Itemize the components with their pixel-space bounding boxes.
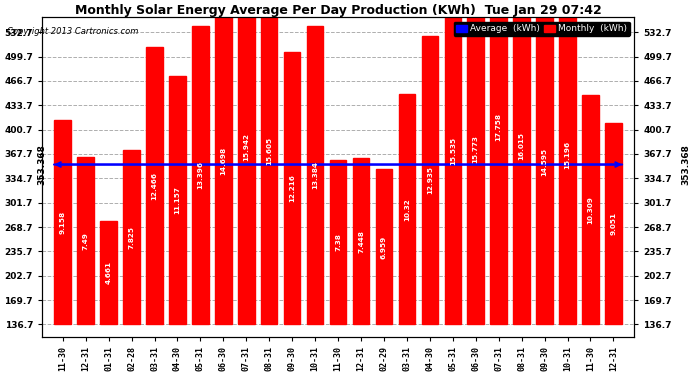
Text: 15.535: 15.535 [450, 137, 456, 165]
Bar [77, 158, 94, 324]
Bar [330, 160, 346, 324]
Bar [513, 0, 530, 324]
Bar [124, 150, 140, 324]
Text: 4.661: 4.661 [106, 261, 112, 284]
Bar [146, 46, 163, 324]
Text: 16.015: 16.015 [519, 132, 524, 160]
Text: 7.38: 7.38 [335, 233, 341, 251]
Text: 353.368: 353.368 [38, 144, 47, 185]
Text: 15.773: 15.773 [473, 135, 479, 163]
Text: 10.309: 10.309 [587, 196, 593, 223]
Text: 12.935: 12.935 [427, 166, 433, 194]
Bar [353, 158, 369, 324]
Title: Monthly Solar Energy Average Per Day Production (KWh)  Tue Jan 29 07:42: Monthly Solar Energy Average Per Day Pro… [75, 4, 602, 17]
Text: 353.368: 353.368 [682, 144, 690, 185]
Bar [169, 76, 186, 324]
Text: 14.698: 14.698 [220, 147, 226, 175]
Bar [215, 0, 232, 324]
Bar [307, 26, 324, 324]
Text: 7.825: 7.825 [128, 226, 135, 249]
Text: 13.384: 13.384 [312, 161, 318, 189]
Bar [582, 94, 599, 324]
Bar [100, 220, 117, 324]
Text: 15.942: 15.942 [244, 133, 249, 161]
Bar [399, 94, 415, 324]
Bar [238, 0, 255, 324]
Text: 14.595: 14.595 [542, 148, 548, 176]
Legend: Average  (kWh), Monthly  (kWh): Average (kWh), Monthly (kWh) [453, 22, 629, 36]
Text: 10.32: 10.32 [404, 198, 410, 221]
Bar [261, 0, 277, 324]
Bar [560, 0, 575, 324]
Bar [444, 0, 461, 324]
Text: 12.466: 12.466 [152, 171, 157, 200]
Text: 6.959: 6.959 [381, 235, 387, 258]
Bar [375, 170, 392, 324]
Text: 15.605: 15.605 [266, 136, 273, 165]
Bar [284, 52, 300, 324]
Text: 9.158: 9.158 [60, 211, 66, 234]
Bar [491, 0, 507, 324]
Text: 11.157: 11.157 [175, 186, 181, 214]
Text: 13.396: 13.396 [197, 161, 204, 189]
Text: 7.448: 7.448 [358, 230, 364, 253]
Bar [467, 0, 484, 324]
Text: 17.758: 17.758 [495, 112, 502, 141]
Bar [536, 0, 553, 324]
Bar [605, 123, 622, 324]
Text: 9.051: 9.051 [611, 212, 616, 235]
Text: Copyright 2013 Cartronics.com: Copyright 2013 Cartronics.com [7, 27, 138, 36]
Text: 15.196: 15.196 [564, 141, 571, 169]
Bar [422, 36, 438, 324]
Text: 7.49: 7.49 [83, 232, 89, 250]
Bar [192, 26, 208, 324]
Bar [55, 120, 71, 324]
Text: 12.216: 12.216 [289, 174, 295, 202]
